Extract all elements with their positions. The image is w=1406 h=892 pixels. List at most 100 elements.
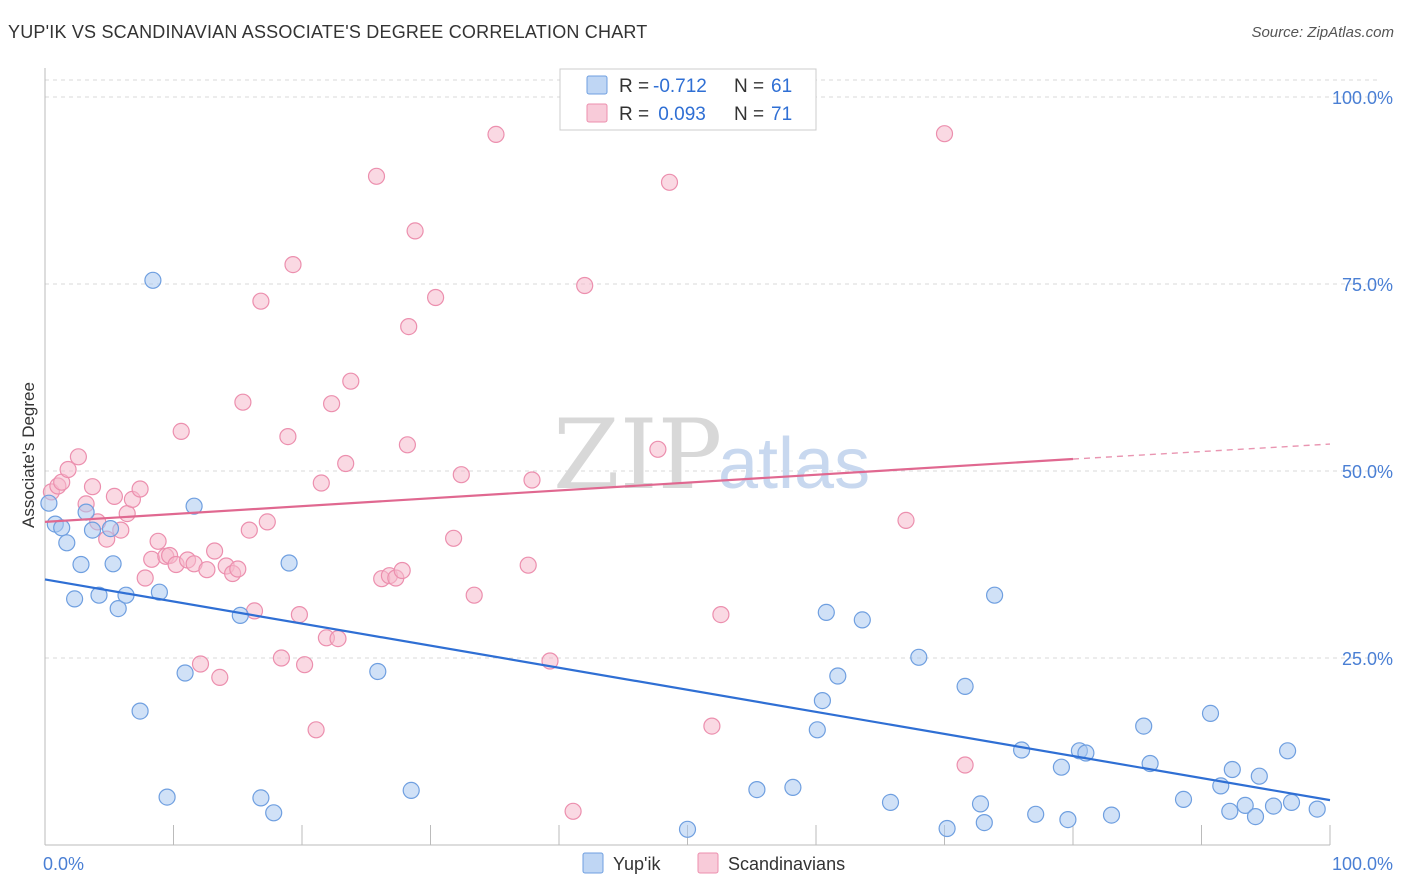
trend-layer [44, 443, 1331, 802]
points-layer [40, 125, 1326, 838]
bottom-legend-scand-label: Scandinavians [728, 854, 845, 874]
yupik-point-21 [265, 804, 283, 822]
legend-scand-r-label: R = [619, 104, 649, 125]
yupik-point-38 [975, 813, 993, 832]
yupik-point-59 [1282, 793, 1301, 812]
yupik-point-27 [784, 778, 802, 797]
axis-layer [44, 68, 1331, 846]
yupik-point-3 [58, 534, 76, 552]
legend-top: R = -0.712 N = 61 R = 0.093 N = 71 [559, 68, 817, 131]
scand-point-15 [143, 550, 161, 568]
scand-point-46 [342, 372, 360, 390]
legend-scand-n-label: N = [734, 104, 764, 125]
scand-point-61 [523, 471, 541, 489]
y-tick-label-50: 50.0% [1342, 462, 1393, 482]
yupik-point-23 [369, 662, 387, 681]
yupik-point-43 [1059, 810, 1077, 829]
scand-point-47 [367, 167, 386, 185]
yupik-point-56 [1250, 767, 1268, 785]
scand-point-23 [191, 655, 210, 673]
legend-scand-n-value: 71 [771, 104, 792, 125]
watermark-atlas: atlas [718, 424, 870, 504]
scand-point-29 [229, 560, 247, 578]
yupik-point-46 [1102, 806, 1121, 824]
scand-point-4 [69, 448, 88, 466]
scand-point-54 [406, 222, 424, 240]
scand-trend-line [44, 457, 1074, 523]
scand-point-59 [487, 125, 505, 143]
scand-point-39 [296, 656, 314, 674]
watermark-zip: ZIP [553, 399, 722, 511]
scand-point-14 [136, 569, 154, 587]
scand-point-64 [576, 276, 594, 295]
scand-point-43 [323, 395, 341, 413]
scand-point-60 [519, 556, 537, 574]
yupik-point-58 [1278, 742, 1297, 760]
scand-point-3 [59, 460, 77, 479]
scand-point-52 [398, 436, 416, 454]
yupik-point-8 [90, 586, 108, 604]
yupik-point-60 [1308, 800, 1326, 818]
yupik-point-42 [1052, 758, 1071, 776]
scand-trend-extension [1072, 443, 1331, 460]
yupik-point-40 [1012, 741, 1031, 759]
yupik-point-34 [910, 648, 928, 666]
yupik-point-29 [813, 691, 832, 710]
legend-yupik-n-value: 61 [771, 76, 792, 97]
yupik-point-52 [1221, 802, 1239, 820]
scand-point-38 [290, 605, 308, 624]
y-tick-label-100: 100.0% [1332, 88, 1393, 108]
y-tick-label-75: 75.0% [1342, 275, 1393, 295]
scand-point-24 [198, 561, 216, 579]
scand-point-40 [307, 721, 325, 739]
yupik-point-49 [1174, 790, 1193, 809]
scand-point-11 [118, 504, 136, 523]
yupik-point-50 [1201, 704, 1220, 723]
watermark: ZIP atlas [553, 399, 870, 511]
yupik-point-5 [72, 555, 90, 574]
yupik-point-17 [176, 664, 194, 682]
yupik-point-53 [1223, 760, 1241, 779]
legend-scand-swatch [586, 103, 608, 123]
yupik-point-11 [109, 599, 127, 618]
scand-point-44 [329, 629, 347, 648]
yupik-point-6 [77, 503, 95, 521]
bottom-legend-scand-swatch [697, 852, 719, 874]
scand-point-53 [400, 318, 418, 336]
yupik-point-55 [1246, 807, 1265, 826]
yupik-point-4 [65, 590, 84, 608]
yupik-point-36 [956, 677, 974, 696]
yupik-point-18 [185, 497, 203, 515]
scand-point-56 [445, 529, 463, 547]
scand-point-69 [897, 511, 915, 530]
scand-point-35 [272, 649, 290, 667]
yupik-point-13 [131, 702, 149, 720]
x-tick-label-100: 100.0% [1332, 854, 1393, 874]
scand-point-71 [956, 756, 974, 774]
yupik-point-47 [1135, 717, 1153, 735]
yupik-point-22 [280, 554, 298, 572]
yupik-point-54 [1236, 796, 1254, 815]
yupik-point-7 [83, 521, 102, 539]
y-tick-label-25: 25.0% [1342, 649, 1393, 669]
yupik-point-31 [829, 667, 847, 685]
legend-yupik-r-value: -0.712 [653, 76, 707, 97]
scand-point-45 [337, 454, 355, 473]
legend-scand-r-value: 0.093 [653, 104, 706, 125]
scand-point-31 [240, 521, 258, 539]
scand-point-9 [105, 487, 124, 505]
scand-point-25 [206, 542, 224, 560]
legend-bottom: Yup'ik Scandinavians [582, 852, 845, 874]
scand-point-57 [452, 466, 470, 484]
scand-point-70 [935, 125, 954, 143]
yupik-point-16 [158, 788, 176, 806]
yupik-point-57 [1264, 797, 1283, 815]
scand-point-41 [312, 474, 330, 492]
yupik-point-37 [971, 795, 990, 813]
scand-point-67 [703, 717, 721, 735]
scand-point-6 [83, 478, 102, 496]
yupik-point-10 [104, 555, 122, 573]
scand-point-20 [172, 422, 190, 440]
tick-layer: 100.0% 75.0% 50.0% 25.0% 0.0% 100.0% [43, 88, 1393, 874]
scand-point-36 [279, 428, 297, 446]
